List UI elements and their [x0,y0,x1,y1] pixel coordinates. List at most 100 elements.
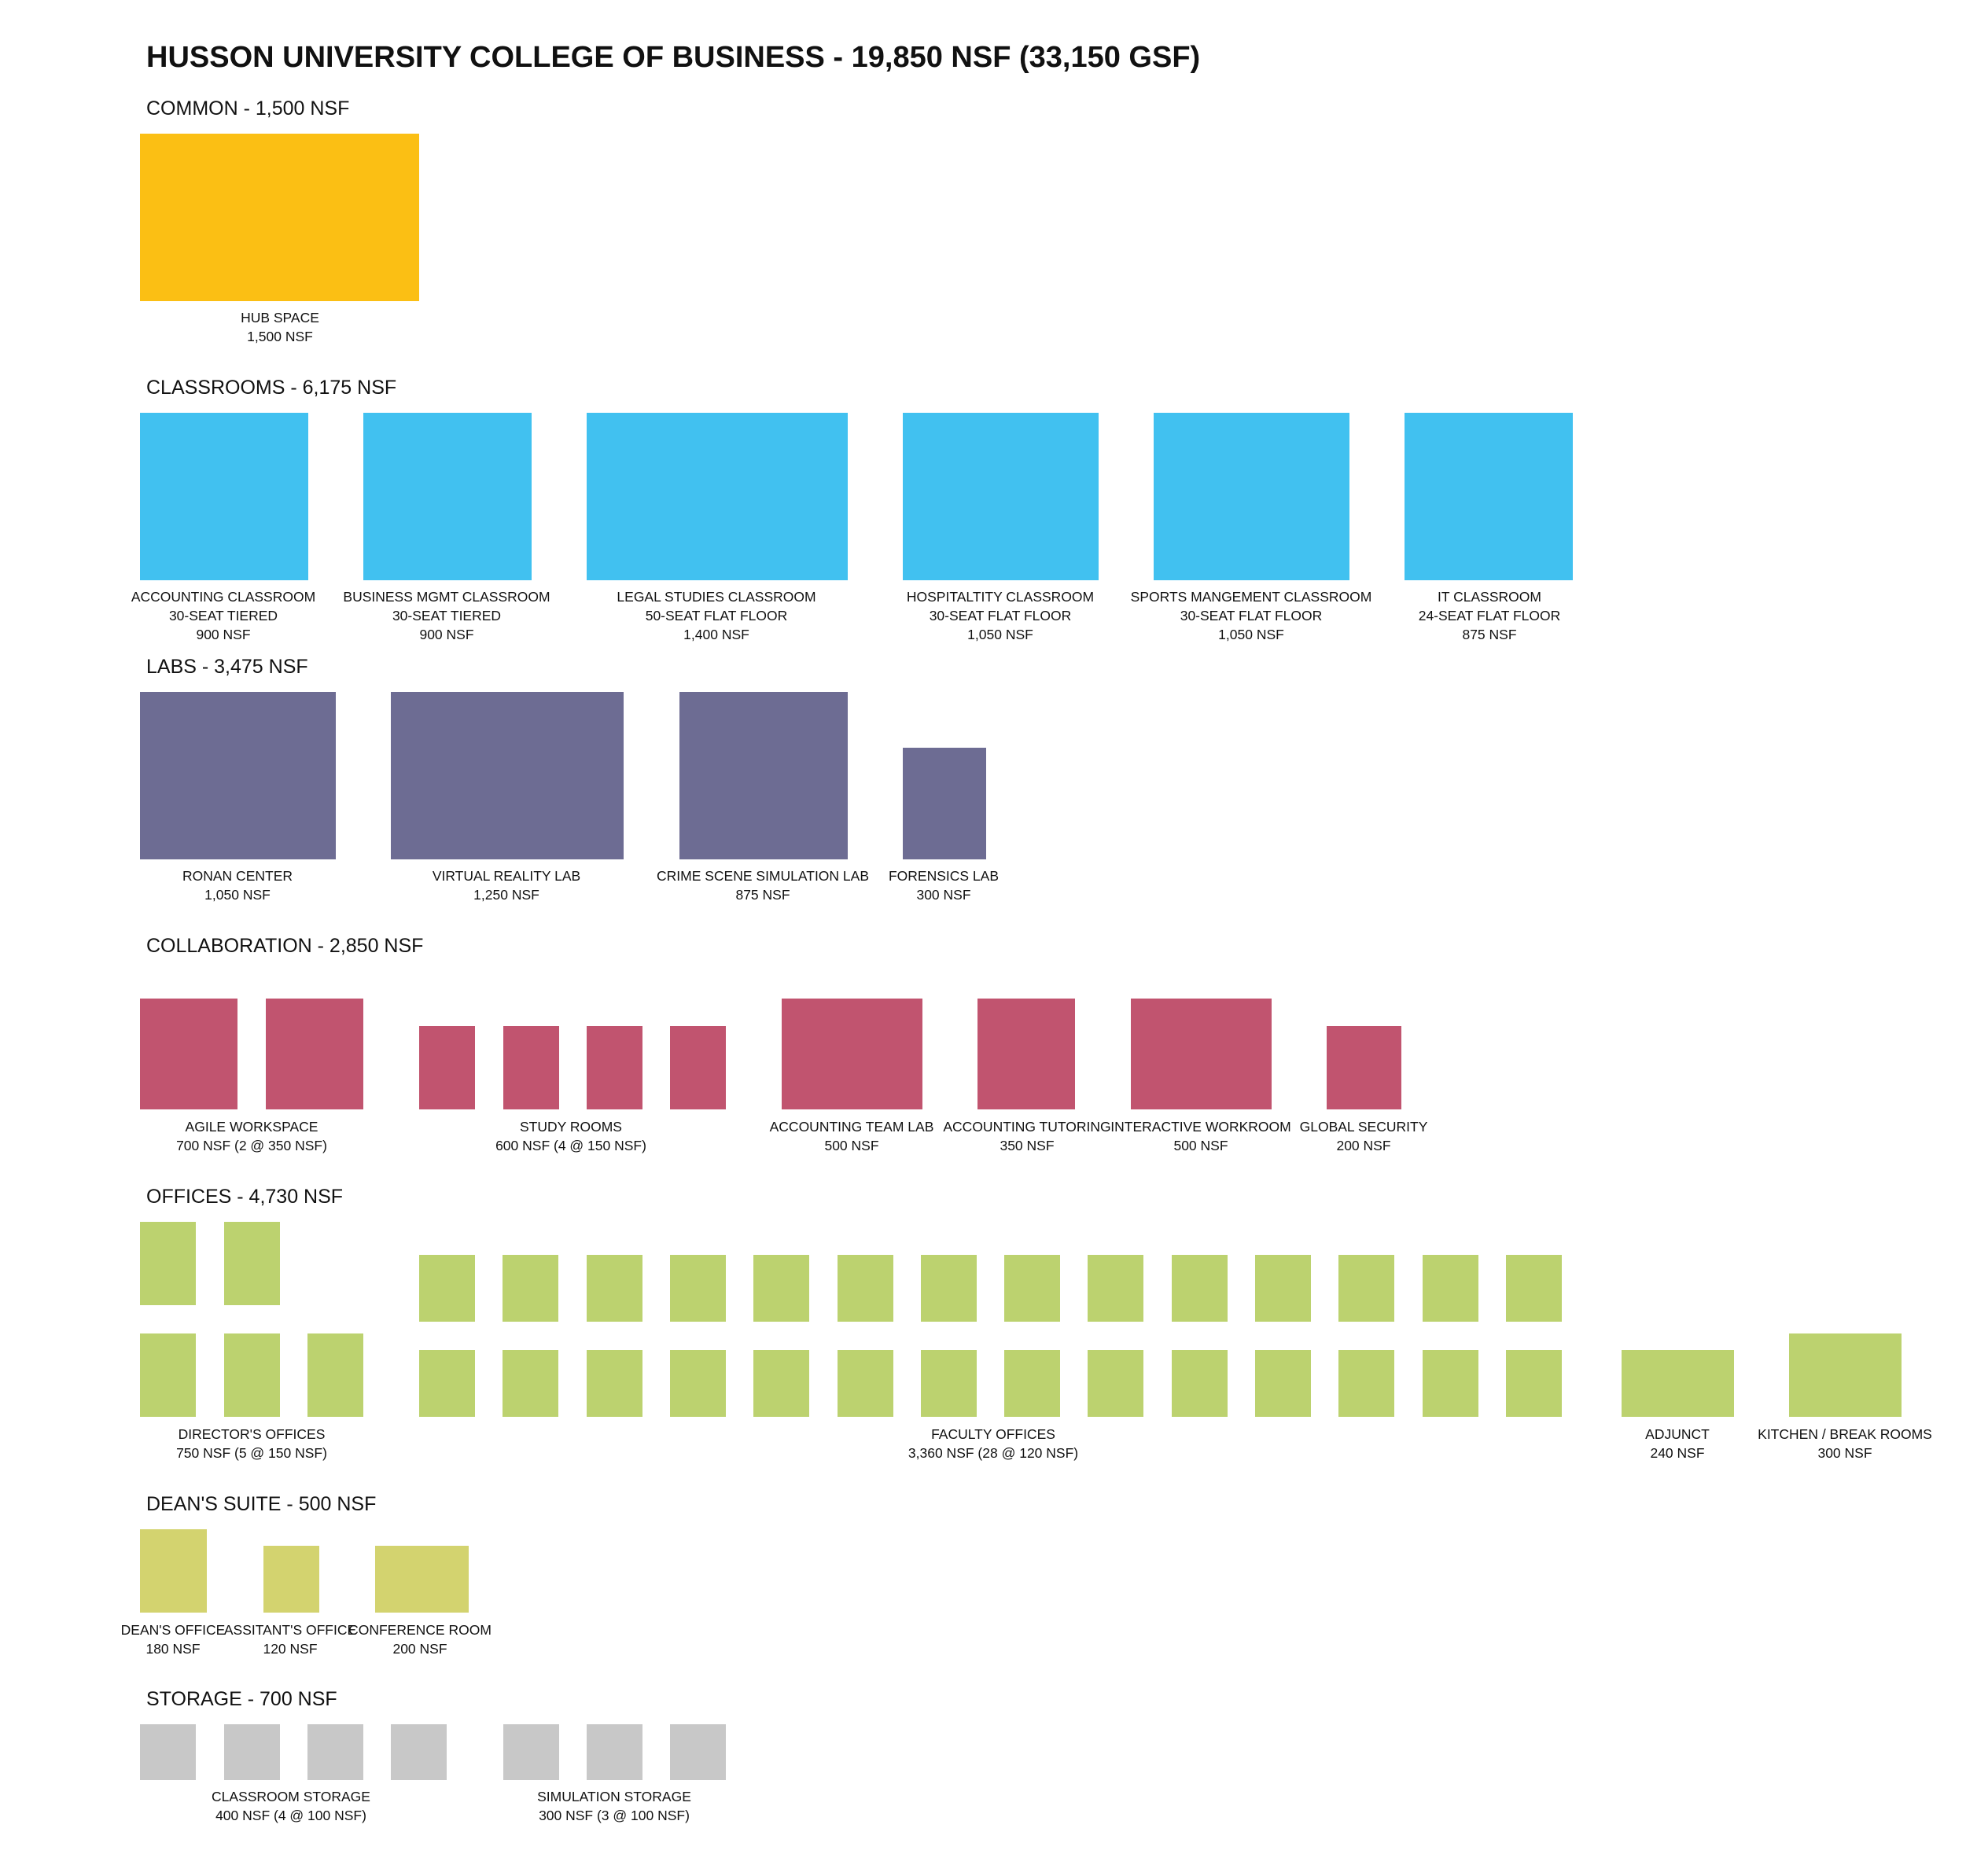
block-legal-studies-classroom [587,413,848,580]
block-hospitality-classroom [903,413,1099,580]
block-faculty-office [419,1350,475,1417]
label-name: GLOBAL SECURITY [1299,1119,1428,1135]
label-business-mgmt-classroom: BUSINESS MGMT CLASSROOM 30-SEAT TIERED 9… [343,587,550,644]
diagram-title: HUSSON UNIVERSITY COLLEGE OF BUSINESS - … [146,41,1201,74]
label-name: CLASSROOM STORAGE [212,1789,370,1804]
label-area: 180 NSF [145,1641,201,1657]
label-name: SPORTS MANGEMENT CLASSROOM [1130,589,1372,605]
label-name: IT CLASSROOM [1438,589,1541,605]
block-study-room [503,1026,559,1109]
block-sports-management-classroom [1154,413,1349,580]
label-hospitality-classroom: HOSPITALTITY CLASSROOM 30-SEAT FLAT FLOO… [907,587,1094,644]
block-it-classroom [1405,413,1573,580]
block-faculty-office [837,1255,893,1322]
label-name: BUSINESS MGMT CLASSROOM [343,589,550,605]
block-faculty-office [753,1350,810,1417]
block-faculty-office [837,1350,893,1417]
block-director-office [224,1333,280,1417]
block-faculty-office [1088,1255,1144,1322]
block-faculty-office [1422,1255,1478,1322]
label-accounting-tutoring: ACCOUNTING TUTORING 350 NSF [943,1117,1110,1155]
label-area: 500 NSF [1173,1138,1228,1153]
label-name: ACCOUNTING CLASSROOM [131,589,316,605]
block-faculty-office [1004,1350,1061,1417]
block-accounting-team-lab [782,999,922,1109]
block-faculty-office [753,1255,810,1322]
block-faculty-office [503,1255,559,1322]
label-area: 300 NSF [1817,1445,1872,1461]
label-accounting-team-lab: ACCOUNTING TEAM LAB 500 NSF [770,1117,934,1155]
block-forensics-lab [903,748,986,859]
block-crime-scene-simulation-lab [679,692,848,859]
label-sports-management-classroom: SPORTS MANGEMENT CLASSROOM 30-SEAT FLAT … [1131,587,1372,644]
label-classroom-storage: CLASSROOM STORAGE 400 NSF (4 @ 100 NSF) [212,1787,370,1825]
block-director-office [307,1333,363,1417]
label-area: 1,500 NSF [247,329,313,344]
label-name: SIMULATION STORAGE [537,1789,691,1804]
section-heading-common: COMMON - 1,500 NSF [146,97,350,120]
label-area: 1,050 NSF [967,627,1033,642]
label-crime-scene-simulation-lab: CRIME SCENE SIMULATION LAB 875 NSF [657,866,869,904]
block-faculty-office [1338,1350,1395,1417]
label-area: 3,360 NSF (28 @ 120 NSF) [908,1445,1079,1461]
block-classroom-storage [307,1724,363,1780]
label-area: 1,050 NSF [204,887,271,903]
label-area: 1,400 NSF [683,627,749,642]
label-name: ACCOUNTING TEAM LAB [769,1119,934,1135]
section-heading-deans-suite: DEAN'S SUITE - 500 NSF [146,1493,377,1515]
block-adjunct [1622,1350,1734,1417]
block-study-room [587,1026,642,1109]
label-area: 1,250 NSF [473,887,539,903]
block-director-office [140,1222,196,1305]
block-agile-workspace [266,999,363,1109]
label-detail: 50-SEAT FLAT FLOOR [645,608,788,623]
label-legal-studies-classroom: LEGAL STUDIES CLASSROOM 50-SEAT FLAT FLO… [617,587,815,644]
label-area: 200 NSF [392,1641,447,1657]
label-area: 120 NSF [263,1641,318,1657]
block-assistants-office [263,1546,319,1613]
block-director-office [140,1333,196,1417]
label-conference-room: CONFERENCE ROOM 200 NSF [348,1620,492,1658]
block-faculty-office [1171,1350,1228,1417]
section-heading-collaboration: COLLABORATION - 2,850 NSF [146,935,424,957]
label-name: CONFERENCE ROOM [348,1622,492,1638]
block-virtual-reality-lab [391,692,624,859]
label-area: 300 NSF [916,887,971,903]
label-area: 875 NSF [1462,627,1517,642]
label-it-classroom: IT CLASSROOM 24-SEAT FLAT FLOOR 875 NSF [1419,587,1561,644]
block-faculty-office [586,1255,642,1322]
label-name: FORENSICS LAB [888,868,1000,884]
label-name: STUDY ROOMS [520,1119,622,1135]
block-accounting-classroom [140,413,308,580]
label-ronan-center: RONAN CENTER 1,050 NSF [182,866,293,904]
block-director-office [224,1222,280,1305]
label-detail: 30-SEAT TIERED [392,608,502,623]
label-area: 500 NSF [824,1138,879,1153]
block-ronan-center [140,692,336,859]
label-assistants-office: ASSITANT'S OFFICE 120 NSF [224,1620,356,1658]
label-global-security: GLOBAL SECURITY 200 NSF [1300,1117,1428,1155]
block-faculty-office [1505,1255,1562,1322]
label-area: 240 NSF [1650,1445,1705,1461]
block-classroom-storage [224,1724,280,1780]
block-kitchen-break-rooms [1789,1333,1902,1417]
label-hub-space: HUB SPACE 1,500 NSF [241,308,319,346]
label-name: FACULTY OFFICES [931,1426,1055,1442]
label-area: 900 NSF [196,627,251,642]
label-name: HUB SPACE [241,310,319,326]
label-name: VIRTUAL REALITY LAB [432,868,581,884]
block-faculty-office [419,1255,475,1322]
block-interactive-workroom [1131,999,1272,1109]
label-area: 350 NSF [1000,1138,1055,1153]
block-business-mgmt-classroom [363,413,532,580]
block-study-room [419,1026,475,1109]
label-interactive-workroom: INTERACTIVE WORKROOM 500 NSF [1110,1117,1290,1155]
label-name: ACCOUNTING TUTORING [943,1119,1111,1135]
block-hub-space [140,134,419,301]
label-detail: 30-SEAT TIERED [168,608,278,623]
label-area: 600 NSF (4 @ 150 NSF) [495,1138,646,1153]
label-area: 750 NSF (5 @ 150 NSF) [176,1445,327,1461]
block-accounting-tutoring [977,999,1075,1109]
block-faculty-office [503,1350,559,1417]
label-deans-office: DEAN'S OFFICE 180 NSF [121,1620,226,1658]
